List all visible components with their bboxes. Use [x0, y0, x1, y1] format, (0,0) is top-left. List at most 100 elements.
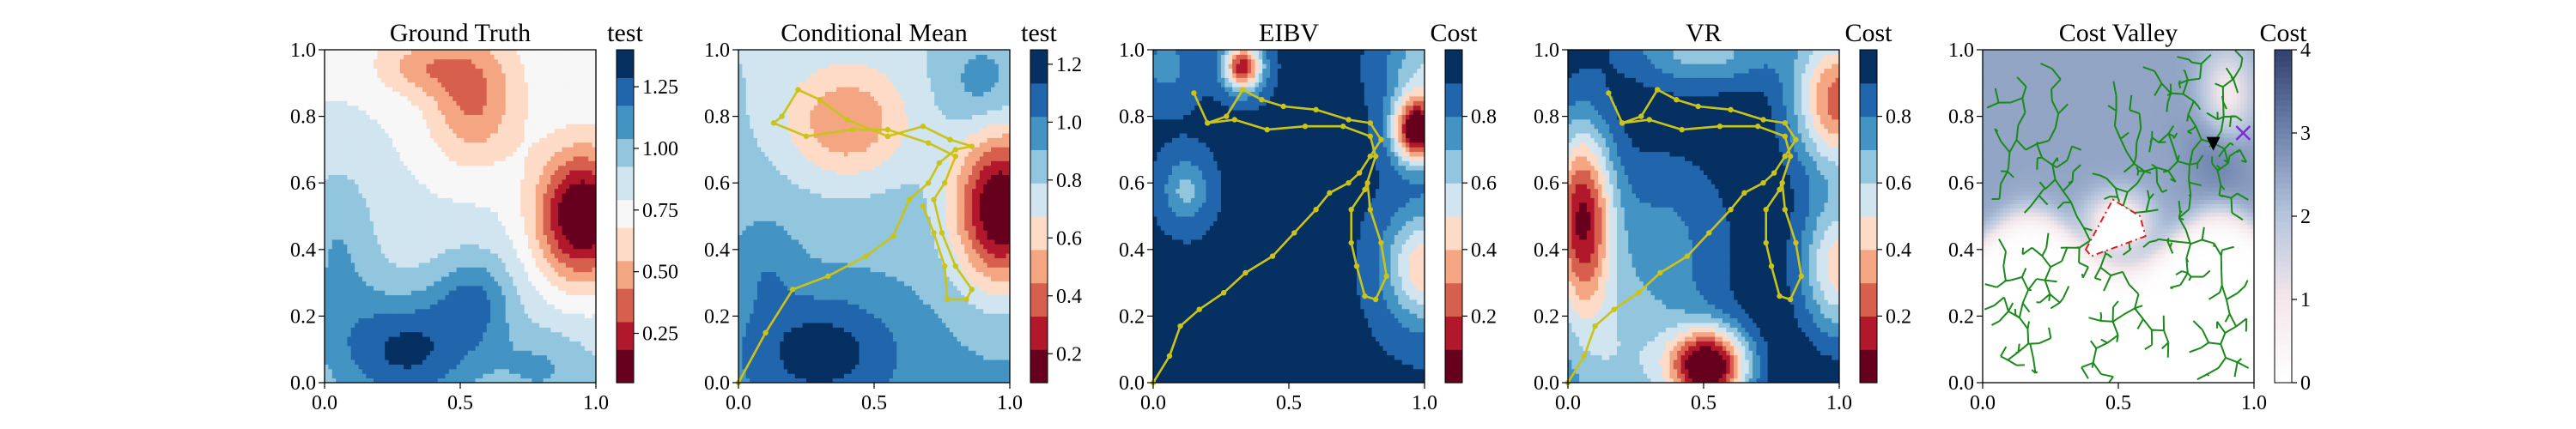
heatmap-cell: [325, 114, 329, 120]
heatmap-cell: [380, 354, 386, 360]
heatmap-cell: [486, 133, 491, 138]
heatmap-cell: [565, 105, 570, 111]
heatmap-cell: [328, 331, 333, 337]
heatmap-cell: [453, 188, 458, 194]
heatmap-cell: [528, 207, 532, 213]
heatmap-cell: [377, 165, 382, 171]
heatmap-cell: [558, 281, 562, 287]
heatmap-cell: [374, 354, 378, 360]
heatmap-cell: [501, 322, 507, 328]
heatmap-cell: [483, 221, 488, 227]
heatmap-cell: [437, 345, 442, 351]
heatmap-cell: [336, 244, 341, 250]
heatmap-cell: [347, 345, 352, 351]
heatmap-cell: [347, 174, 352, 180]
heatmap-cell: [418, 336, 423, 341]
heatmap-cell: [399, 360, 404, 365]
heatmap-cell: [501, 262, 507, 268]
heatmap-cell: [358, 188, 363, 194]
heatmap-cell: [577, 285, 581, 291]
heatmap-cell: [399, 95, 404, 101]
heatmap-cell: [418, 368, 423, 374]
heatmap-cell: [554, 350, 559, 356]
heatmap-cell: [343, 155, 348, 161]
heatmap-cell: [577, 331, 581, 337]
heatmap-cell: [445, 336, 450, 341]
heatmap-cell: [331, 58, 337, 64]
heatmap-cell: [464, 133, 469, 138]
heatmap-cell: [366, 133, 371, 138]
heatmap-cell: [380, 327, 386, 333]
heatmap-cell: [524, 184, 529, 190]
heatmap-cell: [385, 193, 390, 198]
heatmap-cell: [460, 202, 465, 208]
heatmap-cell: [331, 50, 337, 55]
heatmap-cell: [550, 281, 556, 287]
heatmap-cell: [418, 211, 423, 217]
heatmap-cell: [434, 151, 439, 157]
heatmap-cell: [490, 313, 495, 319]
heatmap-cell: [392, 345, 397, 351]
heatmap-cell: [483, 151, 488, 157]
heatmap-cell: [550, 211, 556, 217]
heatmap-cell: [434, 234, 439, 240]
heatmap-cell: [475, 188, 480, 194]
heatmap-cell: [565, 313, 570, 319]
heatmap-cell: [539, 105, 544, 111]
heatmap-cell: [396, 331, 401, 337]
heatmap-cell: [407, 50, 412, 55]
heatmap-cell: [475, 248, 480, 254]
heatmap-cell: [494, 336, 499, 341]
heatmap-cell: [478, 95, 483, 101]
heatmap-cell: [429, 341, 434, 347]
heatmap-cell: [558, 110, 562, 115]
heatmap-cell: [569, 299, 574, 305]
heatmap-cell: [471, 174, 477, 180]
heatmap-cell: [377, 244, 382, 250]
heatmap-cell: [369, 285, 374, 291]
heatmap-cell: [546, 110, 551, 115]
heatmap-cell: [501, 124, 507, 130]
heatmap-cell: [539, 63, 544, 69]
heatmap-cell: [437, 350, 442, 356]
heatmap-cell: [490, 244, 495, 250]
heatmap-cell: [490, 133, 495, 138]
heatmap-cell: [490, 174, 495, 180]
heatmap-cell: [343, 82, 348, 88]
heatmap-cell: [543, 336, 548, 341]
heatmap-cell: [328, 170, 333, 175]
heatmap-cell: [516, 225, 521, 231]
heatmap-cell: [350, 285, 355, 291]
heatmap-cell: [422, 221, 427, 227]
heatmap-cell: [429, 207, 434, 213]
heatmap-cell: [374, 267, 378, 273]
heatmap-cell: [565, 188, 570, 194]
heatmap-cell: [546, 147, 551, 153]
heatmap-cell: [494, 308, 499, 314]
heatmap-cell: [380, 221, 386, 227]
heatmap-cell: [422, 58, 427, 64]
heatmap-cell: [505, 133, 510, 138]
heatmap-cell: [569, 304, 574, 310]
heatmap-cell: [448, 364, 453, 370]
heatmap-cell: [535, 267, 540, 273]
heatmap-cell: [460, 91, 465, 97]
heatmap-cell: [460, 281, 465, 287]
heatmap-cell: [445, 193, 450, 198]
heatmap-cell: [516, 364, 521, 370]
heatmap-cell: [456, 308, 461, 314]
heatmap-cell: [573, 267, 578, 273]
heatmap-cell: [331, 133, 337, 138]
heatmap-cell: [565, 211, 570, 217]
heatmap-cell: [377, 193, 382, 198]
heatmap-cell: [524, 188, 529, 194]
heatmap-cell: [565, 82, 570, 88]
heatmap-cell: [361, 345, 367, 351]
heatmap-cell: [516, 184, 521, 190]
heatmap-cell: [437, 63, 442, 69]
heatmap-cell: [339, 294, 344, 300]
heatmap-cell: [404, 100, 409, 106]
heatmap-cell: [415, 151, 420, 157]
heatmap-cell: [486, 165, 491, 171]
heatmap-cell: [528, 77, 532, 83]
